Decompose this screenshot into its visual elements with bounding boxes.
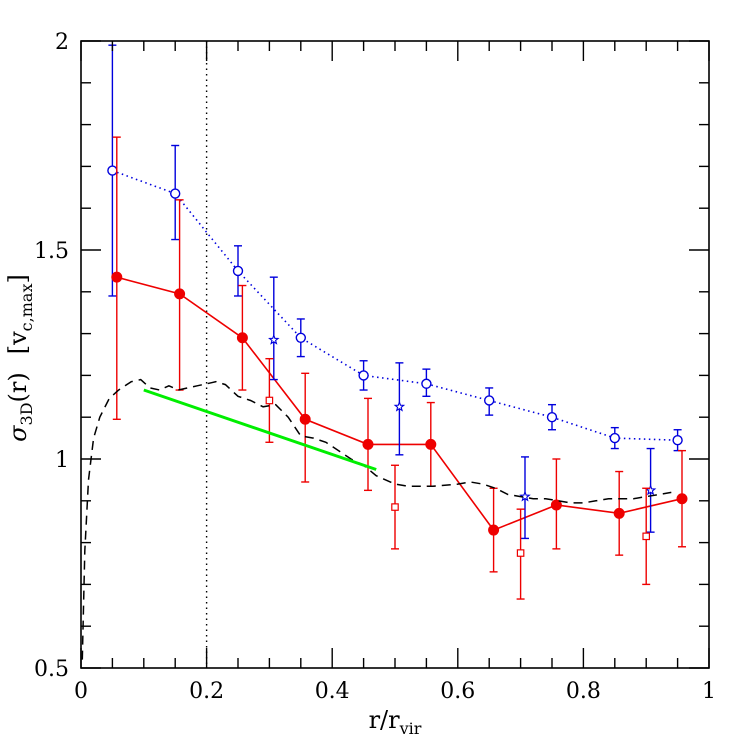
y-axis-label-unit-open: [v [4, 331, 32, 354]
blue-star-point [644, 484, 657, 496]
tick-labels: 0 0.2 0.4 0.6 0.8 1 0.5 1 1.5 2 [34, 30, 716, 704]
blue-open-circle-point [484, 395, 495, 406]
blue-open-circle-point [295, 332, 306, 343]
plot-frame [80, 40, 710, 669]
y-axis-label-unit-close: ] [4, 274, 32, 283]
blue-star-point [393, 400, 406, 412]
red-open-square-point [642, 532, 651, 541]
x-tick-label: 0.8 [566, 679, 601, 704]
x-tick-label: 0.4 [315, 679, 350, 704]
red-open-square-point [391, 503, 399, 511]
y-tick-label: 1.5 [34, 239, 69, 264]
red-filled-circle-point [236, 332, 248, 344]
y-tick-label: 0.5 [34, 657, 69, 682]
y-axis-label-argument: (r) [4, 372, 32, 402]
chart-marks [81, 41, 688, 668]
blue-open-circle-point [421, 378, 432, 389]
blue-star-error-bar [269, 276, 278, 381]
blue-open-circle-point [169, 188, 181, 199]
red-filled-circle-point [174, 288, 186, 300]
blue-open-circle-point [546, 412, 558, 423]
x-tick-label: 1 [702, 679, 716, 704]
red-open-square-point [516, 549, 525, 557]
red-filled-circle-point [299, 413, 311, 425]
y-tick-label: 1 [55, 448, 69, 473]
y-axis-label-sigma: σ [4, 425, 32, 442]
green-fit-line [143, 388, 377, 471]
red-filled-circle-point [676, 493, 688, 505]
blue-open-circle-point [609, 432, 620, 444]
red-filled-circle-point [488, 524, 500, 536]
y-axis-label-sigma-subscript: 3D [17, 402, 36, 425]
x-tick-label: 0.2 [189, 679, 224, 704]
x-axis-label-subscript: vir [399, 719, 422, 738]
blue-star-point [268, 333, 280, 345]
red-filled-circle-point [425, 438, 437, 450]
blue-star-point [519, 490, 531, 502]
red-filled-circle-point [613, 507, 625, 519]
axis-ticks [80, 40, 710, 669]
red-filled-circle-point [362, 438, 374, 450]
x-axis-label: r/rvir [369, 706, 422, 738]
red-circle-error-bar [301, 372, 310, 483]
y-axis-label: σ3D(r) [vc,max] [4, 274, 36, 442]
x-tick-label: 0 [74, 679, 88, 704]
dashed-profile-curve [81, 378, 672, 660]
red-filled-circle-point [111, 271, 123, 283]
red-filled-circle-point [550, 499, 562, 511]
y-axis-label-unit-subscript: c,max [17, 284, 36, 332]
blue-open-circle-point [358, 370, 369, 381]
x-axis-label-main: r/r [369, 706, 401, 734]
blue-open-circle-point [672, 434, 683, 446]
red-open-square-point [265, 396, 274, 405]
y-tick-label: 2 [55, 30, 69, 55]
blue-open-circle-point [107, 165, 118, 176]
blue-open-circle-point [232, 265, 244, 277]
x-tick-label: 0.6 [440, 679, 475, 704]
